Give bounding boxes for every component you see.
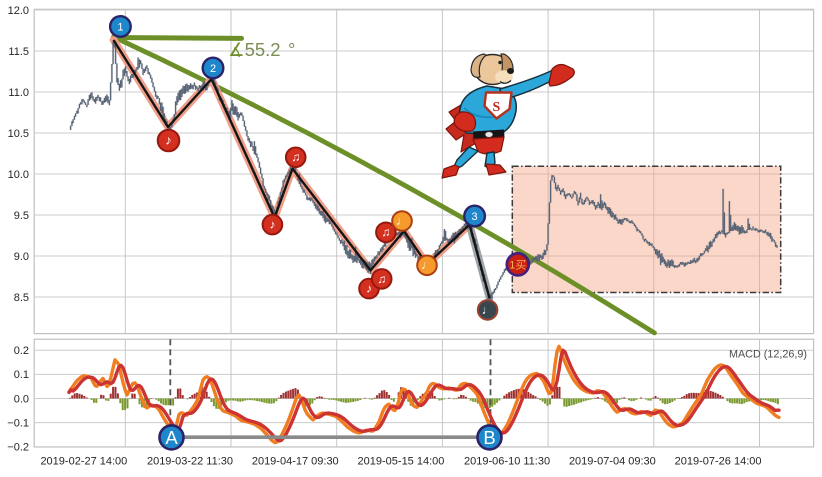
svg-text:2: 2	[210, 63, 216, 75]
svg-text:1买: 1买	[509, 259, 526, 272]
svg-text:♪: ♪	[366, 282, 372, 296]
svg-text:2019-07-04 09:30: 2019-07-04 09:30	[569, 456, 656, 468]
svg-text:2019-03-22 11:30: 2019-03-22 11:30	[147, 456, 233, 468]
svg-text:2019-07-26 14:00: 2019-07-26 14:00	[675, 456, 762, 468]
svg-text:8.5: 8.5	[14, 292, 29, 304]
svg-text:0.2: 0.2	[14, 345, 29, 357]
svg-text:12.0: 12.0	[8, 5, 29, 17]
svg-text:S: S	[493, 100, 501, 115]
svg-text:2019-04-17 09:30: 2019-04-17 09:30	[252, 456, 339, 468]
svg-text:B: B	[483, 427, 495, 448]
svg-text:9.0: 9.0	[14, 251, 29, 263]
svg-text:10.0: 10.0	[8, 169, 29, 181]
svg-text:3: 3	[472, 211, 478, 223]
svg-text:♪: ♪	[269, 218, 275, 232]
svg-text:9.5: 9.5	[14, 210, 29, 222]
svg-text:A: A	[165, 427, 178, 448]
svg-text:♩: ♩	[482, 303, 494, 317]
svg-text:♪: ♪	[165, 132, 172, 147]
svg-text:2019-02-27 14:00: 2019-02-27 14:00	[40, 456, 127, 468]
svg-text:∡55.2 °: ∡55.2 °	[228, 39, 295, 60]
svg-text:2019-05-15 14:00: 2019-05-15 14:00	[358, 456, 445, 468]
svg-text:2019-06-10 11:30: 2019-06-10 11:30	[464, 456, 550, 468]
svg-text:10.5: 10.5	[8, 128, 29, 140]
svg-text:11.5: 11.5	[8, 46, 29, 58]
svg-text:MACD (12,26,9): MACD (12,26,9)	[729, 349, 807, 361]
svg-text:♫: ♫	[381, 225, 390, 239]
svg-text:0.1: 0.1	[14, 369, 29, 381]
svg-text:11.0: 11.0	[8, 87, 29, 99]
svg-text:♩: ♩	[396, 214, 408, 228]
svg-text:♩: ♩	[421, 258, 433, 272]
svg-text:0.0: 0.0	[14, 393, 29, 405]
svg-text:1: 1	[117, 22, 123, 34]
svg-text:♫: ♫	[377, 272, 386, 286]
svg-text:−0.2: −0.2	[7, 442, 29, 454]
svg-text:−0.1: −0.1	[7, 417, 29, 429]
svg-text:♫: ♫	[291, 150, 300, 164]
